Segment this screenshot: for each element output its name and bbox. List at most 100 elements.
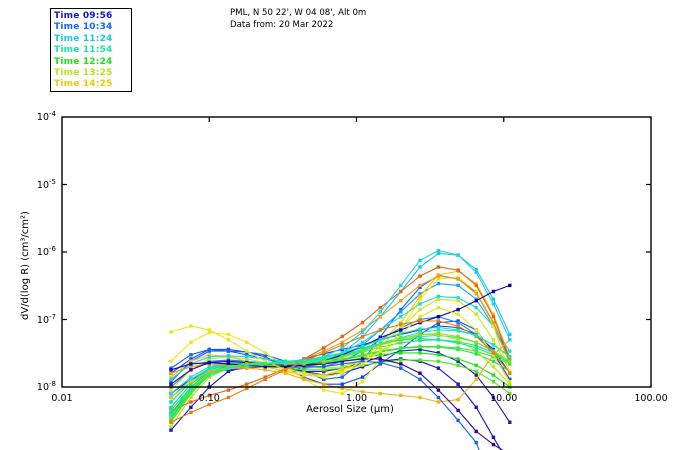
data-point [169, 424, 173, 429]
data-point [340, 386, 344, 391]
data-point [508, 420, 512, 424]
legend-item-0: Time 09:56 [54, 11, 113, 21]
data-point [436, 328, 441, 332]
data-point [360, 362, 365, 366]
data-point [340, 371, 344, 375]
chart-title-block: PML, N 50 22', W 04 08', Alt 0m Data fro… [230, 7, 366, 31]
data-point [226, 395, 231, 400]
x-tick-4: 100.00 [634, 393, 668, 404]
y-tick-3: 10-7 [36, 312, 56, 326]
data-point [322, 373, 326, 377]
data-point [418, 265, 422, 269]
data-point [169, 413, 173, 418]
data-point [169, 330, 173, 334]
data-point [207, 393, 211, 398]
data-point [491, 289, 496, 294]
data-point [436, 388, 441, 392]
data-point [245, 357, 249, 361]
data-point [491, 320, 496, 325]
series-3 [169, 319, 512, 386]
data-point [436, 315, 441, 319]
data-point [474, 328, 478, 332]
data-point [207, 373, 211, 377]
data-point [399, 326, 403, 330]
data-point [360, 330, 365, 334]
data-point [378, 343, 382, 347]
data-point [322, 351, 326, 355]
x-tick-3: 10.00 [490, 393, 518, 404]
data-point [418, 292, 422, 296]
data-point [456, 397, 460, 402]
data-point [508, 380, 512, 384]
data-point [418, 371, 422, 375]
x-tick-2: 1.00 [345, 393, 368, 404]
data-point [474, 292, 478, 296]
data-point [474, 270, 478, 274]
data-point [207, 353, 211, 357]
data-point [169, 408, 173, 413]
data-point [508, 283, 512, 288]
data-point [322, 382, 326, 386]
data-point [226, 362, 231, 366]
data-point [474, 340, 478, 344]
data-point [245, 349, 249, 353]
data-point [491, 395, 496, 400]
data-point [322, 365, 326, 369]
data-point [436, 248, 441, 253]
data-point [418, 334, 422, 339]
data-point [456, 324, 460, 328]
data-point [283, 360, 288, 365]
data-point [456, 346, 460, 350]
title-date: Data from: 20 Mar 2022 [230, 20, 334, 30]
data-point [456, 299, 460, 303]
legend-item-4: Time 12:24 [54, 56, 113, 67]
data-point [399, 366, 403, 370]
series-24 [169, 248, 512, 381]
data-point [456, 341, 460, 345]
data-point [491, 373, 496, 377]
series-31 [169, 325, 512, 418]
data-point [263, 355, 267, 359]
data-point [169, 405, 173, 409]
data-point [340, 368, 344, 372]
data-point [418, 258, 422, 263]
data-point [399, 320, 403, 325]
data-point [399, 362, 403, 366]
data-point [378, 328, 382, 332]
data-point [456, 320, 460, 325]
data-point [263, 359, 267, 363]
data-point [436, 294, 441, 299]
data-point [491, 365, 496, 369]
data-point [418, 302, 422, 306]
data-point [169, 359, 173, 363]
data-point [508, 371, 512, 375]
data-point [207, 357, 211, 361]
data-point [474, 312, 478, 316]
data-point [189, 400, 193, 404]
legend-item-2: Time 11:24 [54, 33, 113, 44]
data-point [456, 312, 460, 316]
data-point [399, 310, 403, 314]
data-point [283, 368, 288, 372]
data-point [263, 365, 267, 369]
series-8 [169, 294, 512, 396]
data-point [360, 320, 365, 325]
data-point [207, 369, 211, 374]
data-point [474, 299, 478, 303]
data-point [378, 305, 382, 310]
data-point [474, 352, 478, 356]
data-point [340, 353, 344, 357]
data-point [399, 283, 403, 288]
data-point [360, 359, 365, 363]
data-point [436, 297, 441, 301]
data-point [189, 388, 193, 392]
data-point [456, 307, 460, 312]
data-point [418, 332, 422, 337]
data-point [207, 375, 211, 379]
data-point [322, 377, 326, 381]
data-point [169, 400, 173, 404]
data-point [491, 297, 496, 301]
data-point [508, 357, 512, 361]
data-point [189, 324, 193, 328]
